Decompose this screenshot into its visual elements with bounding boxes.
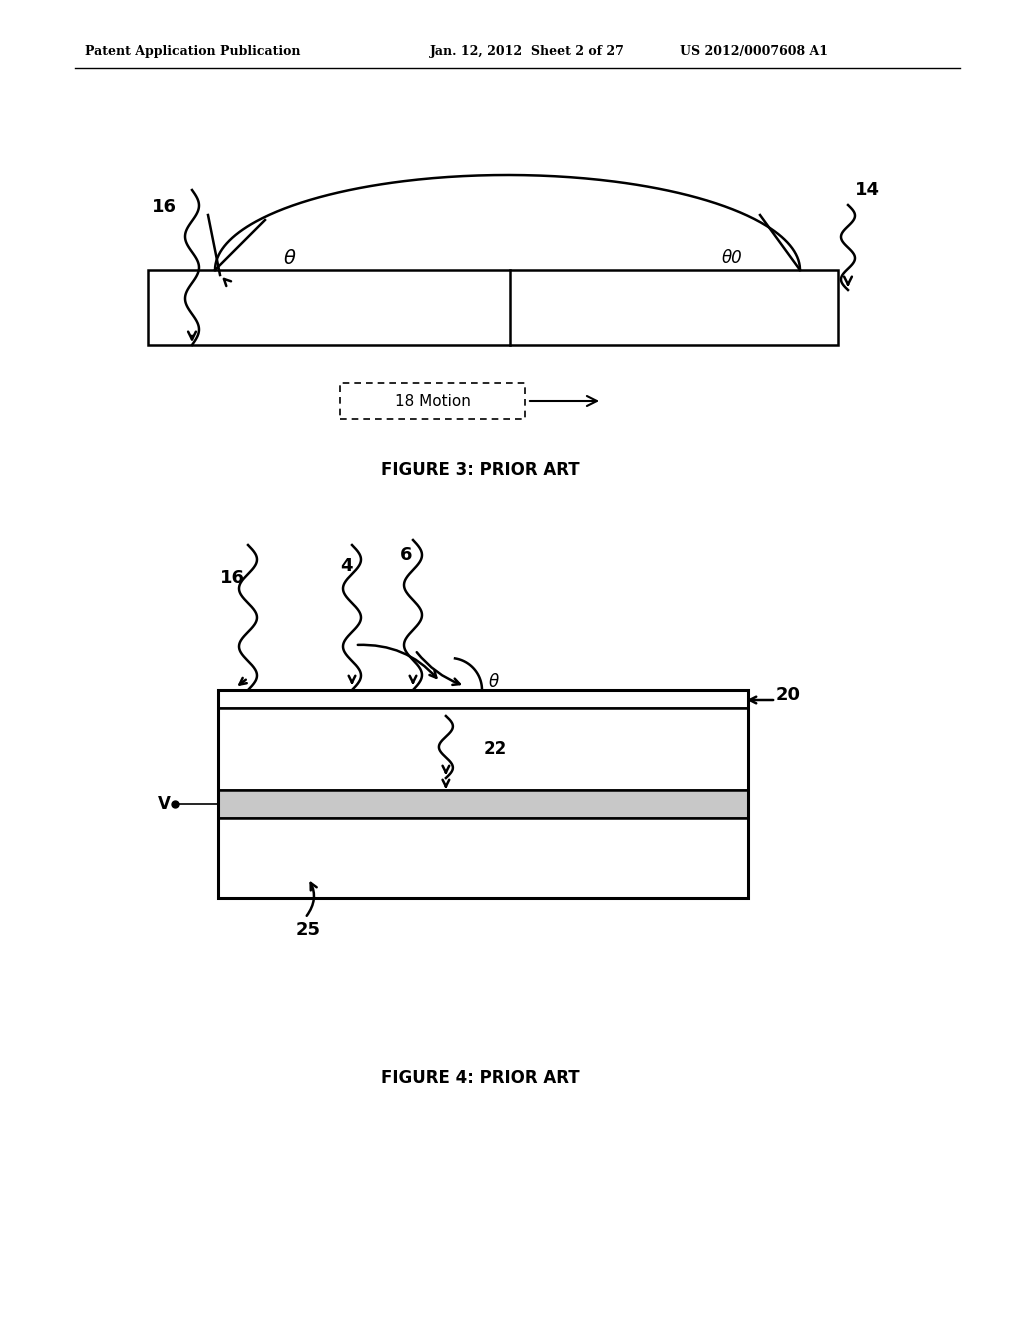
Text: 16: 16 [152,198,177,216]
Text: 14: 14 [855,181,880,199]
Text: FIGURE 4: PRIOR ART: FIGURE 4: PRIOR ART [381,1069,580,1086]
Bar [218,708,748,789]
Text: Patent Application Publication: Patent Application Publication [85,45,300,58]
Bar [218,789,748,818]
Bar [218,789,748,818]
Text: 6: 6 [400,546,413,564]
Text: 18 Motion: 18 Motion [394,393,470,408]
Text: V: V [158,795,171,813]
Bar [148,271,838,345]
Text: 16: 16 [220,569,245,587]
Text: 22: 22 [484,741,507,758]
Bar [218,690,748,708]
Text: Jan. 12, 2012  Sheet 2 of 27: Jan. 12, 2012 Sheet 2 of 27 [430,45,625,58]
Text: θ0: θ0 [722,249,742,267]
Text: 4: 4 [340,557,352,576]
Text: 20: 20 [776,686,801,704]
Bar [218,818,748,898]
Bar [218,690,748,898]
Text: θ: θ [488,673,499,690]
Text: 25: 25 [296,921,321,939]
Text: θ: θ [284,248,296,268]
FancyBboxPatch shape [340,383,525,418]
Text: US 2012/0007608 A1: US 2012/0007608 A1 [680,45,828,58]
Text: FIGURE 3: PRIOR ART: FIGURE 3: PRIOR ART [381,461,580,479]
